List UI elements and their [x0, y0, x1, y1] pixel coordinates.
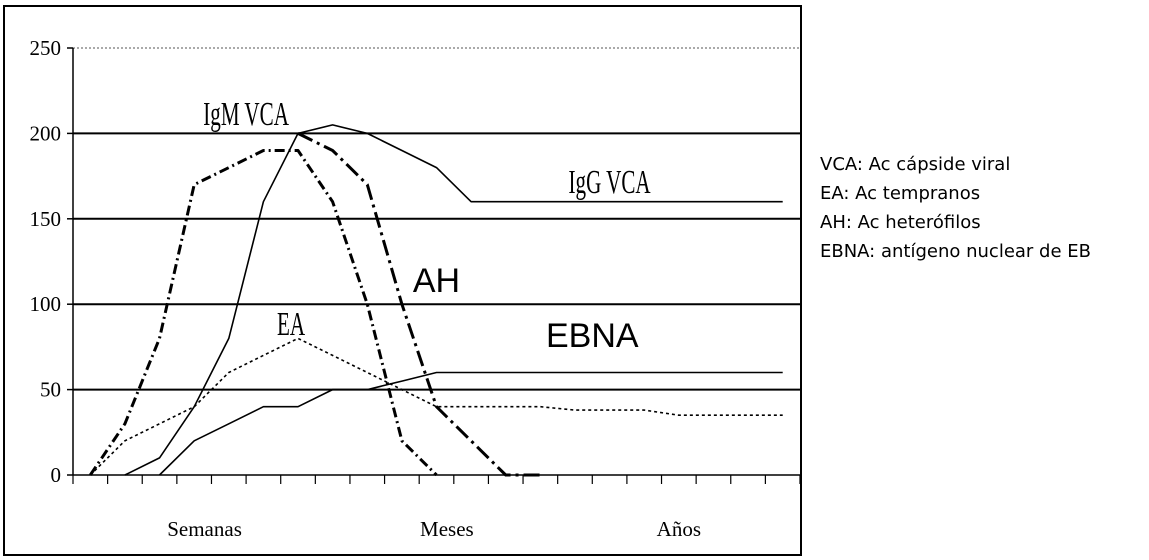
x-category-label: Años — [657, 517, 701, 541]
annotation-igm-vca: IgM VCA — [203, 96, 289, 133]
series-lines — [89, 124, 783, 477]
series-ea — [89, 337, 783, 476]
x-category-label: Semanas — [167, 517, 242, 541]
legend-item-ea: EA: Ac tempranos — [820, 183, 981, 204]
series-igm-vca — [89, 149, 438, 477]
chart-frame — [3, 5, 802, 556]
series-igg-vca — [124, 124, 783, 476]
annotation-ea: EA — [277, 306, 306, 343]
y-tick-label: 150 — [30, 207, 62, 231]
y-tick-label: 250 — [30, 36, 62, 60]
annotation-ah: AH — [413, 262, 460, 300]
legend-item-ebna: EBNA: antígeno nuclear de EB — [820, 241, 1091, 262]
tick-labels: 0 50 100 150 200 250 Semanas Meses Años — [30, 36, 702, 541]
annotation-ebna: EBNA — [546, 317, 639, 355]
annotation-igg-vca: IgG VCA — [569, 164, 652, 201]
x-category-label: Meses — [420, 517, 474, 541]
curve-annotations: IgM VCA IgG VCA AH EA EBNA — [203, 96, 651, 355]
legend: VCA: Ac cápside viral EA: Ac tempranos A… — [820, 150, 1091, 266]
legend-item-ah: AH: Ac heterófilos — [820, 212, 981, 233]
y-tick-label: 100 — [30, 292, 62, 316]
y-tick-label: 50 — [40, 378, 61, 402]
legend-item-vca: VCA: Ac cápside viral — [820, 154, 1011, 175]
y-tick-label: 200 — [30, 121, 62, 145]
series-ebna — [158, 371, 783, 476]
y-tick-label: 0 — [51, 463, 62, 487]
gridlines — [73, 47, 800, 391]
series-ah — [297, 132, 541, 477]
